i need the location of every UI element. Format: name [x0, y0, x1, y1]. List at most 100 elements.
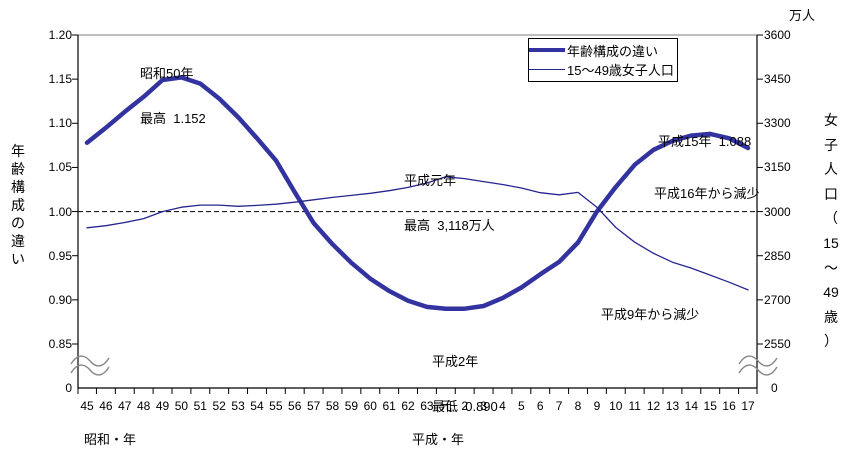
- x-axis-category-label: 47: [118, 399, 132, 413]
- x-axis-category-label: 4: [499, 399, 506, 413]
- legend-label-age-composition: 年齢構成の違い: [567, 43, 659, 59]
- right-axis-title-char: 口: [824, 185, 838, 202]
- right-axis-break: [738, 364, 778, 376]
- x-axis-era-label-showa: 昭和・年: [84, 432, 137, 447]
- right-axis-title-char: 女: [824, 112, 838, 128]
- thin-line-swatch: [529, 69, 565, 71]
- x-axis-category-label: 52: [212, 399, 226, 413]
- left-axis-break: [70, 355, 110, 367]
- x-axis-category-label: 16: [722, 399, 736, 413]
- right-axis-unit-label: 万人: [789, 8, 816, 23]
- series-line-female-population: [86, 176, 749, 291]
- x-axis-category-label: 13: [665, 399, 680, 413]
- x-axis-category-label: 51: [193, 399, 207, 413]
- annotation-line: 平成元年: [404, 173, 457, 188]
- annotation-line: 平成15年 1.088: [658, 134, 752, 149]
- right-axis-tick-label: 3450: [764, 72, 791, 87]
- x-axis-category-label: 11: [628, 399, 641, 413]
- x-axis-category-label: 12: [646, 399, 661, 413]
- x-axis-category-label: 9: [593, 399, 601, 413]
- x-axis-category-label: 5: [518, 399, 525, 413]
- right-axis-break: [738, 355, 778, 367]
- thick-line-swatch: [529, 48, 565, 53]
- annotation-line: 昭和50年: [140, 66, 194, 81]
- x-axis-category-label: 6: [536, 399, 544, 413]
- annotation-heisei16-decline: 平成16年から減少: [654, 156, 759, 231]
- x-axis-category-label: 53: [231, 399, 245, 413]
- left-axis-title-char: 違: [11, 233, 25, 249]
- x-axis-category-label: 56: [288, 399, 302, 413]
- right-axis-title: 女子人口 （ 15 ～ 49 歳 ）: [820, 108, 842, 354]
- legend: 年齢構成の違い 15～49歳女子人口: [528, 38, 678, 82]
- x-axis-category-label: 63: [420, 399, 434, 413]
- x-axis-category-label: 62: [401, 399, 415, 413]
- annotation-line: 最低 0.890: [432, 399, 498, 414]
- legend-label-female-population: 15～49歳女子人口: [567, 63, 674, 79]
- x-axis-category-label: 10: [609, 399, 623, 413]
- right-axis-tick-label: 2550: [764, 337, 791, 351]
- x-axis-category-label: 61: [382, 399, 396, 413]
- annotation-heisei-gannen-peak: 平成元年 最高 3,118万人: [404, 143, 495, 263]
- annotation-line: 最高 1.152: [140, 111, 206, 126]
- x-axis-era-label-heisei: 平成・年: [412, 432, 465, 447]
- left-axis-title-char: い: [11, 251, 25, 267]
- left-axis-tick-label: 1.20: [48, 28, 72, 42]
- right-axis-tick-label: 3300: [764, 116, 791, 131]
- x-axis-category-label: 46: [99, 399, 113, 413]
- annotation-line: 最高 3,118万人: [404, 218, 495, 233]
- x-axis-category-label: 59: [344, 399, 359, 413]
- x-axis-category-label: 57: [306, 399, 321, 413]
- x-axis-category-label: 3: [480, 399, 487, 413]
- right-axis-tick-label: 3150: [764, 160, 791, 175]
- right-axis-tick-label: 2850: [764, 248, 791, 263]
- x-axis-category-label: 7: [555, 399, 563, 413]
- left-axis-tick-label: 0.85: [48, 337, 72, 351]
- x-axis-category-label: 49: [155, 399, 170, 413]
- x-axis-category-label: 元: [439, 399, 452, 413]
- x-axis-category-label: 60: [363, 399, 377, 413]
- x-axis-category-label: 58: [325, 399, 340, 413]
- annotation-line: 平成16年から減少: [654, 186, 760, 201]
- series-line-age-composition: [84, 75, 751, 311]
- right-axis-title-char: 子: [824, 136, 838, 153]
- left-axis-title-char: 成: [11, 197, 25, 213]
- right-axis-title-char: 人: [824, 161, 838, 178]
- right-axis-title-char: ～: [824, 259, 838, 276]
- right-axis-title-char: 15: [823, 234, 839, 251]
- annotation-heisei9-decline: 平成9年から減少: [601, 277, 699, 352]
- right-axis-title-char: 歳: [824, 308, 838, 325]
- left-axis-title-char: の: [11, 215, 25, 231]
- x-axis-category-label: 48: [136, 399, 151, 413]
- x-axis-category-label: 45: [80, 399, 94, 413]
- right-axis-tick-label: 3600: [764, 28, 791, 42]
- right-axis-tick-label: 2700: [764, 292, 791, 307]
- left-axis-tick-label: 1.05: [48, 160, 72, 175]
- x-axis-category-label: 15: [703, 399, 717, 413]
- x-axis-category-label: 8: [574, 399, 582, 413]
- annotation-heisei15-value: 平成15年 1.088: [658, 104, 751, 179]
- right-axis-title-char: ）: [824, 333, 838, 350]
- left-axis-tick-label: 1.00: [48, 204, 72, 219]
- left-axis-title: 年齢構成の違い: [8, 142, 28, 268]
- right-axis-zero-label: 0: [771, 381, 778, 395]
- annotation-line: 平成2年: [432, 354, 479, 369]
- right-axis-tick-label: 3000: [764, 204, 791, 219]
- left-axis-tick-label: 1.10: [48, 116, 72, 131]
- x-axis-category-label: 50: [174, 399, 189, 413]
- x-axis-category-label: 54: [250, 399, 264, 413]
- left-axis-tick-label: 0.95: [48, 248, 72, 263]
- left-axis-zero-label: 0: [65, 381, 72, 395]
- left-axis-tick-label: 1.15: [48, 72, 72, 87]
- left-axis-tick-label: 0.90: [48, 292, 72, 307]
- annotation-showa50-peak: 昭和50年 最高 1.152: [140, 36, 206, 156]
- left-axis-title-char: 齢: [11, 161, 25, 177]
- left-axis-break: [70, 364, 110, 376]
- x-axis-category-label: 2: [461, 399, 469, 413]
- x-axis-category-label: 14: [684, 399, 698, 413]
- right-axis-title-char: 49: [823, 284, 839, 301]
- right-axis-title-char: （: [824, 210, 838, 227]
- x-axis-category-label: 55: [269, 399, 283, 413]
- left-axis-title-char: 構: [11, 179, 25, 195]
